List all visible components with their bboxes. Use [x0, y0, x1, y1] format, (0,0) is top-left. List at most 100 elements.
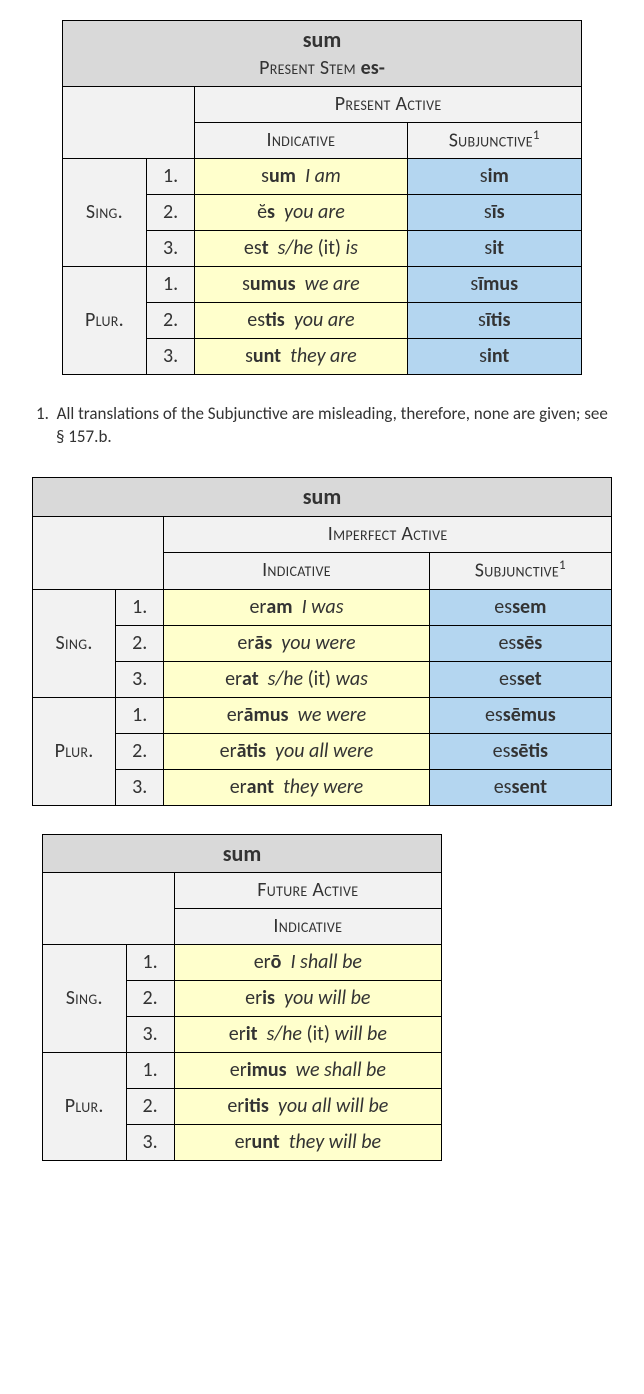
latin-stem: es: [499, 667, 517, 691]
sing-label: Sing.: [63, 159, 147, 267]
present-table: sum Present Stem es- Present Active Indi…: [62, 20, 582, 375]
person-number: 2.: [116, 625, 164, 661]
latin-ending: ātis: [237, 739, 266, 763]
gloss: we shall be: [296, 1058, 386, 1082]
gloss: I was: [302, 595, 344, 619]
subjunctive-cell: sint: [407, 339, 582, 375]
latin-stem: s: [261, 164, 269, 188]
gloss-paren: (it): [307, 1022, 330, 1046]
plur-label: Plur.: [63, 267, 147, 375]
latin-stem: er: [249, 595, 266, 619]
latin-stem: er: [237, 631, 254, 655]
sing-label: Sing.: [43, 945, 127, 1053]
latin-stem: er: [254, 950, 271, 974]
latin-stem: es: [494, 775, 512, 799]
indicative-cell: eram I was: [164, 589, 429, 625]
latin-stem: er: [227, 1094, 244, 1118]
indicative-cell: eritis you all will be: [174, 1089, 441, 1125]
indicative-cell: erās you were: [164, 625, 429, 661]
subjunctive-cell: sīs: [407, 195, 582, 231]
subjunctive-cell: sit: [407, 231, 582, 267]
latin-stem: er: [230, 775, 247, 799]
present-stem: Present Stem es-: [63, 55, 582, 87]
latin-stem: s: [242, 272, 250, 296]
latin-ending: im: [488, 164, 509, 188]
present-stem-label: Present Stem: [259, 56, 361, 80]
latin-stem: er: [225, 667, 242, 691]
latin-ending: imus: [247, 1058, 287, 1082]
future-corner: [43, 873, 175, 945]
indicative-cell: erant they were: [164, 769, 429, 805]
latin-ending: umus: [250, 272, 296, 296]
latin-ending: um: [269, 164, 296, 188]
person-number: 3.: [116, 661, 164, 697]
gloss-paren: (it): [318, 236, 341, 260]
subjunctive-cell: essētis: [429, 733, 611, 769]
latin-ending: it: [246, 1022, 258, 1046]
indicative-cell: sum I am: [195, 159, 407, 195]
indicative-cell: sunt they are: [195, 339, 407, 375]
latin-ending: ant: [247, 775, 274, 799]
future-active-header: Future Active: [174, 873, 441, 909]
latin-ending: ō: [271, 950, 282, 974]
latin-stem: es: [498, 631, 516, 655]
future-table: sum Future Active Indicative Sing. 1. er…: [42, 834, 442, 1162]
latin-ending: am: [266, 595, 292, 619]
footnote: 1. All translations of the Subjunctive a…: [28, 403, 616, 449]
latin-stem: es: [494, 595, 512, 619]
indicative-header: Indicative: [195, 122, 407, 159]
latin-ending: unt: [253, 344, 281, 368]
gloss: you are: [294, 308, 355, 332]
person-number: 1.: [146, 267, 194, 303]
gloss: s/he (it) will be: [267, 1022, 387, 1046]
subjunctive-cell: essēmus: [429, 697, 611, 733]
latin-ending: unt: [252, 1130, 280, 1154]
indicative-cell: estis you are: [195, 303, 407, 339]
footnote-marker: 1.: [36, 403, 49, 424]
person-number: 2.: [146, 303, 194, 339]
latin-stem: er: [220, 739, 237, 763]
latin-ending: tis: [265, 308, 285, 332]
gloss-pre: s/he: [267, 1022, 307, 1046]
latin-ending: sēs: [516, 631, 542, 655]
gloss-pre: s/he: [278, 236, 318, 260]
gloss: you all will be: [278, 1094, 388, 1118]
subjunctive-header: Subjunctive1: [407, 122, 582, 159]
subjunctive-cell: sim: [407, 159, 582, 195]
indicative-cell: erit s/he (it) will be: [174, 1017, 441, 1053]
person-number: 2.: [146, 195, 194, 231]
latin-stem: er: [245, 986, 262, 1010]
sing-label: Sing.: [33, 589, 116, 697]
latin-stem: er: [230, 1058, 247, 1082]
gloss-pre: s/he: [268, 667, 308, 691]
indicative-cell: erunt they will be: [174, 1125, 441, 1161]
present-stem-value: es-: [361, 56, 385, 80]
footnote-text: All translations of the Subjunctive are …: [56, 403, 608, 447]
gloss: you will be: [284, 986, 370, 1010]
gloss-post: was: [331, 667, 368, 691]
indicative-cell: sumus we are: [195, 267, 407, 303]
subjunctive-header: Subjunctive1: [429, 552, 611, 589]
person-number: 2.: [126, 981, 174, 1017]
latin-ending: ās: [254, 631, 272, 655]
present-active-header: Present Active: [195, 86, 582, 122]
latin-ending: sētis: [510, 739, 548, 763]
latin-ending: sem: [512, 595, 546, 619]
latin-ending: set: [517, 667, 542, 691]
latin-ending: īmus: [478, 272, 518, 296]
present-title: sum: [63, 21, 582, 55]
subjunctive-cell: essem: [429, 589, 611, 625]
gloss-paren: (it): [308, 667, 331, 691]
latin-stem: s: [245, 344, 253, 368]
gloss: we were: [298, 703, 367, 727]
gloss-post: will be: [330, 1022, 387, 1046]
person-number: 3.: [126, 1125, 174, 1161]
latin-stem: es: [485, 703, 503, 727]
person-number: 3.: [146, 339, 194, 375]
future-title: sum: [43, 834, 442, 873]
gloss: they were: [283, 775, 363, 799]
gloss: you all were: [275, 739, 373, 763]
subjunctive-cell: sīmus: [407, 267, 582, 303]
gloss: s/he (it) was: [268, 667, 368, 691]
latin-stem: er: [227, 703, 244, 727]
